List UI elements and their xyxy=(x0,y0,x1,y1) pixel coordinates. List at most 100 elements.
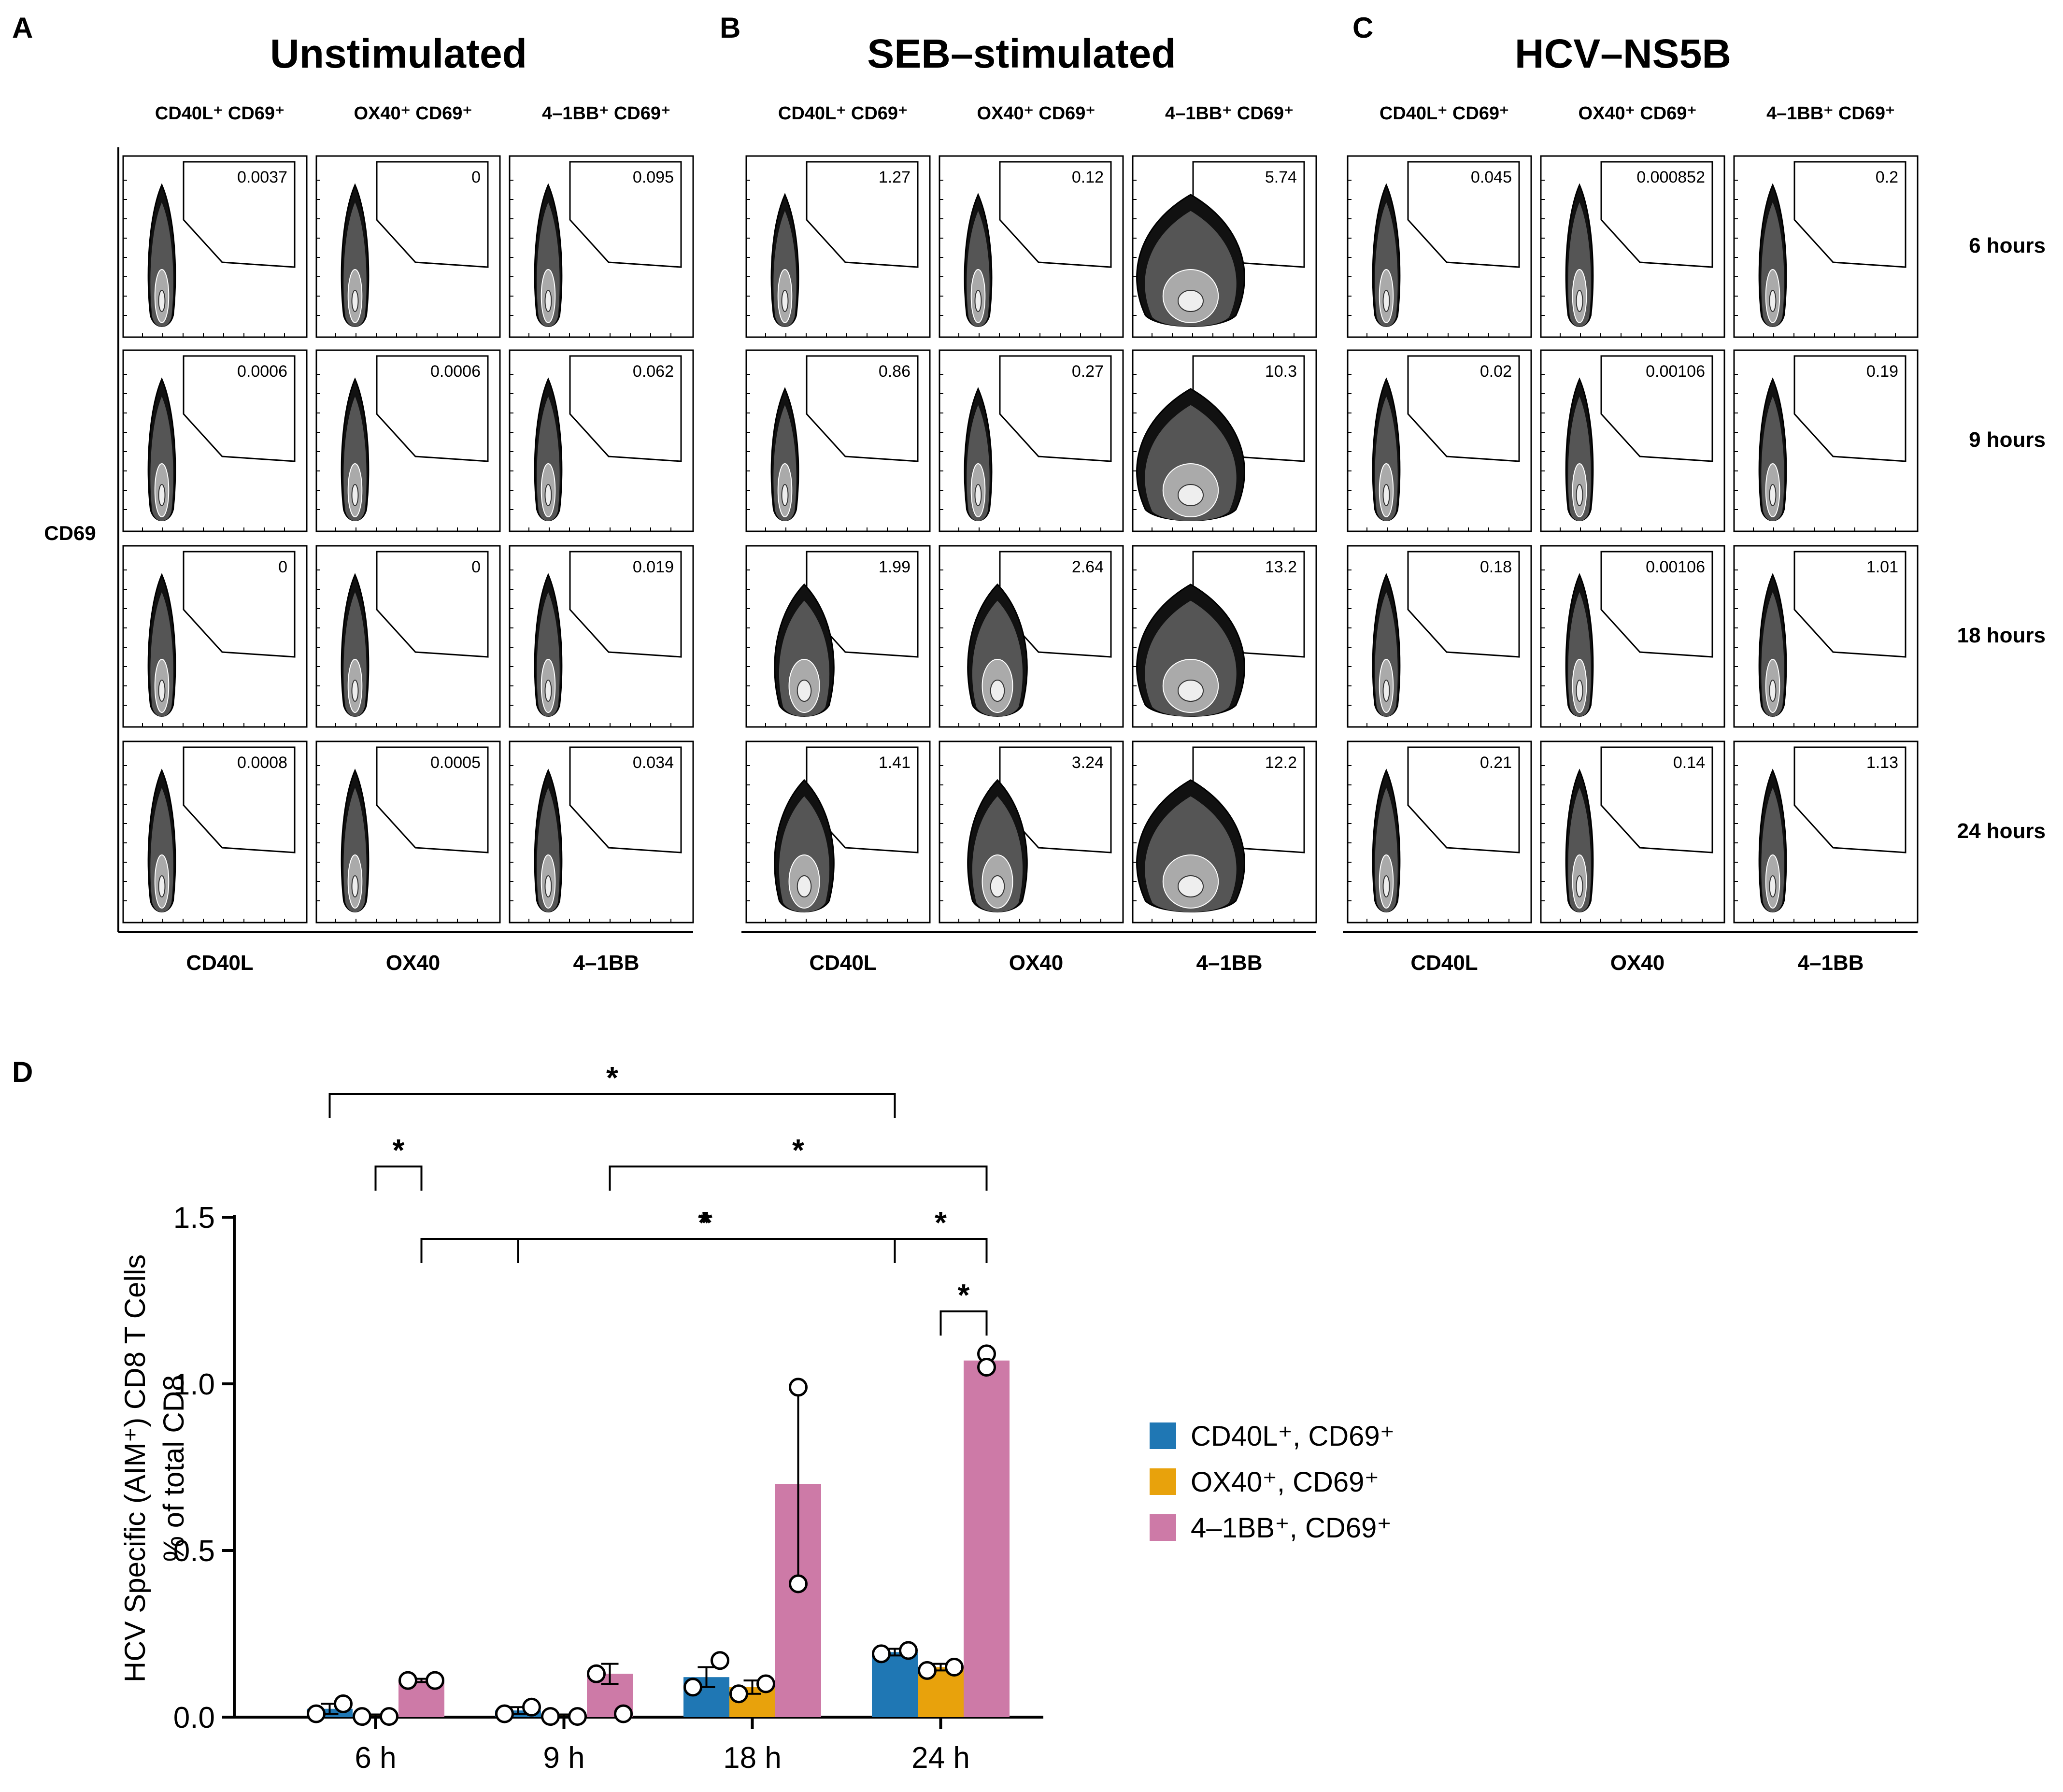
gate-polygon xyxy=(1407,746,1520,853)
cell-density-center xyxy=(1382,484,1390,506)
cell-density-center xyxy=(1769,875,1777,897)
significance-star: * xyxy=(393,1133,405,1167)
facs-plot: 0.27 xyxy=(939,349,1124,532)
significance-bracket: * xyxy=(420,1205,988,1263)
facs-plot: 1.41 xyxy=(745,740,931,924)
gate-polygon xyxy=(183,551,296,658)
cell-density-center xyxy=(1382,680,1390,702)
gate-polygon xyxy=(806,161,919,268)
gate-polygon xyxy=(376,551,489,658)
facs-plot: 1.13 xyxy=(1733,740,1919,924)
gate-percentage: 2.64 xyxy=(1072,558,1104,576)
facs-plot: 12.2 xyxy=(1132,740,1317,924)
gate-polygon xyxy=(1793,746,1906,853)
facs-plot: 10.3 xyxy=(1132,349,1317,532)
gate-percentage: 0.0008 xyxy=(237,754,287,772)
facs-plot: 0.0008 xyxy=(122,740,308,924)
gate-polygon xyxy=(376,746,489,853)
data-point xyxy=(899,1641,918,1660)
gate-polygon xyxy=(1793,355,1906,462)
cell-density-center xyxy=(990,680,1005,702)
gate-label: OX40⁺ CD69⁺ xyxy=(1579,103,1697,124)
facs-plot: 0.095 xyxy=(509,155,694,338)
row-label-2: 18 hours xyxy=(1957,624,2046,647)
cell-density-center xyxy=(158,290,166,312)
gate-percentage: 13.2 xyxy=(1265,558,1297,576)
bracket-line xyxy=(517,1238,896,1263)
panel-c: C HCV–NS5B CD40L⁺ CD69⁺ OX40⁺ CD69⁺ 4–1BB⁺ C… xyxy=(1343,12,1919,975)
gate-percentage: 0.14 xyxy=(1673,754,1705,772)
facs-plot: 2.64 xyxy=(939,545,1124,728)
panel-title: SEB–stimulated xyxy=(867,31,1176,76)
gate-percentage: 0.19 xyxy=(1866,362,1898,381)
legend-swatch xyxy=(1150,1468,1176,1495)
legend-label: OX40⁺, CD69⁺ xyxy=(1191,1466,1379,1498)
cell-density-center xyxy=(351,680,359,702)
gate-percentage: 0.86 xyxy=(879,362,911,381)
y-axis-label-line-2: % of total CD8 xyxy=(157,1375,190,1562)
gate-polygon xyxy=(1600,355,1713,462)
data-point xyxy=(711,1651,729,1670)
facs-plot: 0.019 xyxy=(509,545,694,728)
gate-percentage: 0.000852 xyxy=(1636,168,1705,186)
cell-density-center xyxy=(544,680,552,702)
facs-plot: 1.99 xyxy=(745,545,931,728)
gate-percentage: 0.00106 xyxy=(1646,558,1705,576)
data-point xyxy=(307,1704,326,1723)
data-point xyxy=(541,1707,560,1726)
row-label-3: 24 hours xyxy=(1957,819,2046,843)
cell-density-center xyxy=(1178,484,1204,506)
significance-star: * xyxy=(935,1205,947,1240)
facs-plot: 0.21 xyxy=(1347,740,1532,924)
cell-density-center xyxy=(1178,680,1204,702)
panel-letter: A xyxy=(12,12,33,44)
legend-label: 4–1BB⁺, CD69⁺ xyxy=(1191,1512,1392,1544)
cell-density-center xyxy=(351,290,359,312)
gate-percentage: 1.99 xyxy=(879,558,911,576)
x-axis-label: 4–1BB xyxy=(573,951,640,975)
gate-percentage: 0.12 xyxy=(1072,168,1104,186)
x-tick-label: 9 h xyxy=(543,1741,584,1775)
gate-polygon xyxy=(806,355,919,462)
cell-density-center xyxy=(1769,484,1777,506)
x-tick-label: 18 h xyxy=(723,1741,782,1775)
cell-density-center xyxy=(544,484,552,506)
facs-plot: 0.045 xyxy=(1347,155,1532,338)
gate-label: 4–1BB⁺ CD69⁺ xyxy=(1165,103,1294,124)
gate-percentage: 0.00106 xyxy=(1646,362,1705,381)
y-axis-label-line-1: HCV Specific (AIM⁺) CD8 T Cells xyxy=(119,1254,151,1682)
gate-polygon xyxy=(1600,746,1713,853)
facs-plot: 0 xyxy=(315,155,501,338)
data-point xyxy=(789,1378,808,1397)
significance-star: * xyxy=(792,1133,804,1167)
gate-label: CD40L⁺ CD69⁺ xyxy=(1380,103,1509,124)
panel-a: A Unstimulated CD40L⁺ CD69⁺ OX40⁺ CD69⁺ 4–1B… xyxy=(12,12,694,975)
legend-swatch xyxy=(1150,1514,1176,1541)
cell-density-center xyxy=(974,290,982,312)
cell-density-center xyxy=(1576,875,1583,897)
y-tick-label: 0.5 xyxy=(173,1535,215,1568)
gate-percentage: 0 xyxy=(471,168,481,186)
gate-polygon xyxy=(376,161,489,268)
x-tick-label: 6 h xyxy=(355,1741,396,1775)
gate-polygon xyxy=(1407,161,1520,268)
cell-density-center xyxy=(351,484,359,506)
x-tick-label: 24 h xyxy=(911,1741,970,1775)
significance-bracket: * xyxy=(328,1060,896,1118)
data-point xyxy=(353,1707,371,1726)
gate-percentage: 0.18 xyxy=(1480,558,1512,576)
significance-bracket: * xyxy=(894,1205,988,1263)
y-tick-label: 1.0 xyxy=(173,1368,215,1401)
gate-polygon xyxy=(1407,355,1520,462)
data-point xyxy=(614,1704,633,1723)
data-point xyxy=(789,1574,808,1593)
data-point xyxy=(334,1694,353,1713)
gate-percentage: 0.21 xyxy=(1480,754,1512,772)
facs-plot: 0.2 xyxy=(1733,155,1919,338)
facs-plot: 3.24 xyxy=(939,740,1124,924)
gate-label: 4–1BB⁺ CD69⁺ xyxy=(542,103,670,124)
cell-density-center xyxy=(781,484,789,506)
panel-letter: C xyxy=(1352,12,1373,44)
significance-bracket: * xyxy=(374,1133,423,1191)
gate-polygon xyxy=(183,355,296,462)
